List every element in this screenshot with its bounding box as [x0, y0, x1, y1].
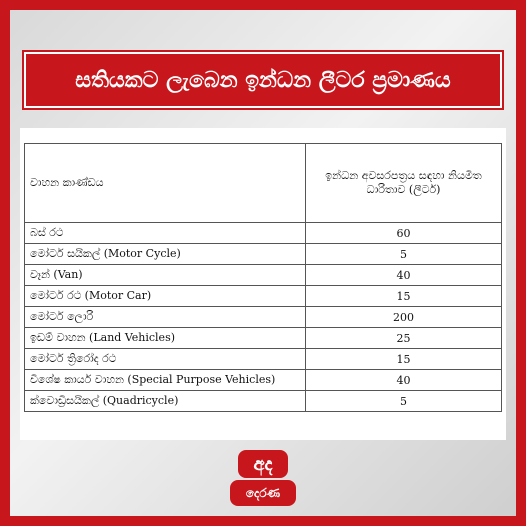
title-banner: සතියකට ලැබෙන ඉන්ධන ලීටර ප්‍රමාණය: [24, 52, 502, 108]
vehicle-cell: මෝටර් රථ (Motor Car): [24, 285, 306, 307]
capacity-cell: 15: [305, 285, 502, 307]
table-row: මෝටර් ත්‍රිරෝද රථ 15: [24, 348, 502, 370]
logo: අද දෙරණ: [230, 450, 296, 508]
logo-bottom: දෙරණ: [230, 480, 296, 506]
table-row: ක්වොඩ්‍රිසයිකල් (Quadricycle) 5: [24, 390, 502, 412]
table-row: මෝටර් රථ (Motor Car) 15: [24, 285, 502, 307]
column-header: ඉන්ධන අවසරපත්‍රය සඳහා නියමිත ධාරිතාව (ලී…: [305, 143, 502, 223]
table-row: මෝටර් ලොරි 200: [24, 306, 502, 328]
capacity-cell: 5: [305, 390, 502, 412]
vehicle-cell: විශේෂ කාර්ය වාහන (Special Purpose Vehicl…: [24, 369, 306, 391]
fuel-table: වාහන කාණ්ඩය ඉන්ධන අවසරපත්‍රය සඳහා නියමිත …: [24, 143, 502, 412]
vehicle-cell: වෑන් (Van): [24, 264, 306, 286]
header-row: වාහන කාණ්ඩය ඉන්ධන අවසරපත්‍රය සඳහා නියමිත …: [24, 143, 502, 223]
vehicle-cell: මෝටර් ත්‍රිරෝද රථ: [24, 348, 306, 370]
table-row: මෝටර් සයිකල් (Motor Cycle) 5: [24, 243, 502, 265]
table-row: වෑන් (Van) 40: [24, 264, 502, 286]
capacity-cell: 60: [305, 222, 502, 244]
column-header: වාහන කාණ්ඩය: [24, 143, 306, 223]
vehicle-cell: ක්වොඩ්‍රිසයිකල් (Quadricycle): [24, 390, 306, 412]
table-row: ඉඩම් වාහන (Land Vehicles) 25: [24, 327, 502, 349]
table-row: බස් රථ 60: [24, 222, 502, 244]
capacity-cell: 40: [305, 264, 502, 286]
logo-top: අද: [238, 450, 288, 478]
table-sheet: වාහන කාණ්ඩය ඉන්ධන අවසරපත්‍රය සඳහා නියමිත …: [20, 128, 506, 440]
vehicle-cell: මෝටර් ලොරි: [24, 306, 306, 328]
capacity-cell: 5: [305, 243, 502, 265]
capacity-cell: 25: [305, 327, 502, 349]
vehicle-cell: මෝටර් සයිකල් (Motor Cycle): [24, 243, 306, 265]
capacity-cell: 15: [305, 348, 502, 370]
table-body: බස් රථ 60 මෝටර් සයිකල් (Motor Cycle) 5 වෑන් …: [24, 222, 502, 412]
capacity-cell: 200: [305, 306, 502, 328]
table-row: විශේෂ කාර්ය වාහන (Special Purpose Vehicl…: [24, 369, 502, 391]
vehicle-cell: බස් රථ: [24, 222, 306, 244]
vehicle-cell: ඉඩම් වාහන (Land Vehicles): [24, 327, 306, 349]
capacity-cell: 40: [305, 369, 502, 391]
